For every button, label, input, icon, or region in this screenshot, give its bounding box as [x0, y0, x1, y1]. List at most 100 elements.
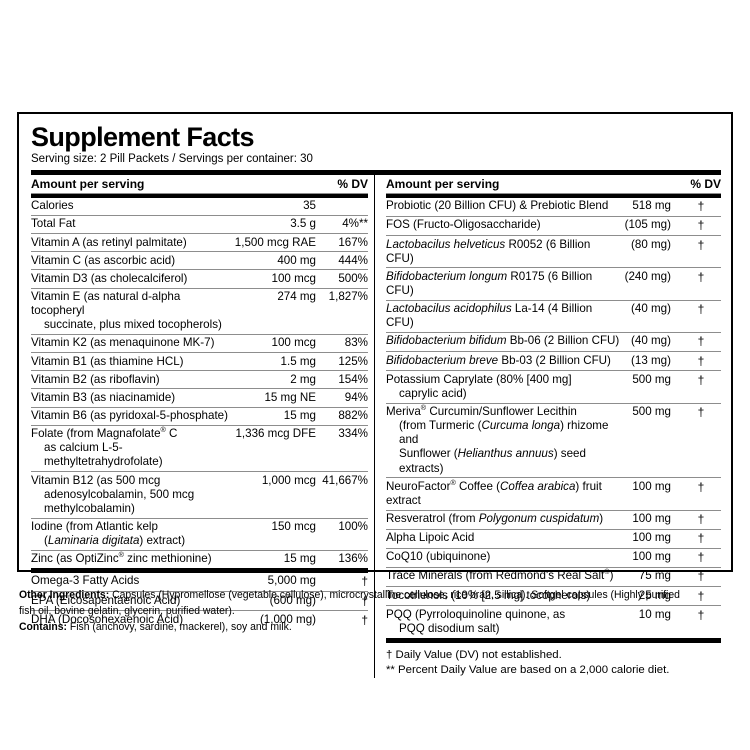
footnote-line: ** Percent Daily Value are based on a 2,… [386, 663, 670, 676]
row-daily-value: † [671, 300, 721, 333]
contains-paragraph: Contains: Fish (anchovy, sardine, macker… [19, 620, 685, 636]
row-daily-value: † [671, 197, 721, 217]
table-row: Vitamin B3 (as niacinamide) 15 mg NE 94% [31, 388, 368, 408]
other-ingredients-label: Other Ingredients: [19, 589, 110, 601]
row-daily-value: † [671, 548, 721, 568]
row-daily-value: † [316, 591, 368, 612]
row-name: Vitamin D3 (as cholecalciferol) [31, 269, 235, 289]
row-daily-value: 1,827% [316, 288, 368, 335]
table-row: Trace Minerals (from Redmond's Real Salt… [386, 567, 721, 588]
row-daily-value [316, 197, 368, 216]
table-row: Vitamin D3 (as cholecalciferol) 100 mcg 50… [31, 269, 368, 289]
row-amount: 10 mg [638, 607, 671, 621]
row-daily-value: 83% [316, 334, 368, 354]
table-row: PQQ (Pyrroloquinoline quinone, as PQQ dis… [386, 606, 721, 638]
omega-table: Omega-3 Fatty Acids 5,000 mg † EPA (Eicosap… [31, 572, 368, 629]
contains-label: Contains: [19, 620, 67, 633]
row-amount: 400 mg [234, 251, 316, 271]
row-amount: (40 mg) [620, 332, 671, 353]
row-daily-value: 4%** [316, 215, 368, 235]
table-row: Lactobacilus helveticus R0052 (6 Billion… [386, 235, 721, 269]
page-title: Supplement Facts [31, 122, 255, 152]
row-amount: 35 [234, 197, 316, 216]
bottom-text-block: Other Ingredients: Capsules (Hypromellos… [19, 588, 685, 636]
table-row: Omega-3 Fatty Acids 5,000 mg † [31, 572, 368, 593]
row-name: Alpha Lipoic Acid [386, 529, 621, 549]
row-name: CoQ10 (ubiquinone) [386, 548, 621, 568]
left-header-table: Amount per serving % DV [31, 175, 368, 194]
row-name: Calories [31, 197, 235, 216]
table-row: FOS (Fructo-Oligosaccharide) (105 mg) † [386, 216, 721, 237]
row-name: Probiotic (20 Billion CFU) & Prebiotic B… [386, 197, 621, 217]
row-name: NeuroFactor® Coffee (Coffea arabica) fru… [386, 477, 621, 511]
table-row: Bifidobacterium bifidum Bb-06 (2 Billion… [386, 332, 721, 353]
row-daily-value: † [671, 351, 721, 372]
row-amount: 1,336 mcg DFE [234, 425, 316, 473]
row-daily-value: † [316, 572, 368, 593]
right-header-divider [386, 193, 721, 198]
row-name: Meriva® Curcumin/Sunflower Lecithin (from… [386, 403, 621, 479]
right-column: Amount per serving % DV Probiotic (20 Bi… [374, 175, 721, 679]
title-divider [31, 170, 721, 176]
row-daily-value: † [671, 235, 721, 269]
row-daily-value: † [671, 529, 721, 549]
right-nutrient-table: Probiotic (20 Billion CFU) & Prebiotic B… [386, 197, 721, 638]
row-name: EPA (Eicosapentaenoic Acid) [31, 591, 240, 612]
row-amount: 100 mg [620, 510, 671, 530]
row-daily-value: 167% [316, 233, 368, 253]
row-name: Vitamin A (as retinyl palmitate) [31, 233, 235, 253]
row-name: Vitamin E (as natural d-alpha tocopheryl… [31, 288, 235, 335]
row-amount: 75 mg [620, 567, 671, 588]
table-header-row: Amount per serving % DV [386, 175, 721, 194]
row-amount: (1,000 mg) [259, 612, 316, 626]
row-amount: 274 mg [234, 288, 316, 335]
table-row: Bifidobacterium longum R0175 (6 Billion … [386, 267, 721, 301]
row-amount: (13 mg) [620, 351, 671, 372]
table-row: Vitamin B12 (as 500 mcg adenosylcobalamin… [31, 471, 368, 519]
row-name: DHA (Docosohexaenoic Acid) [31, 612, 184, 626]
table-row: Tocotrienols (10% [2.5 mg] tocopherols) 2… [386, 586, 721, 607]
header-amount-per-serving: Amount per serving [386, 175, 671, 194]
table-row: Vitamin B1 (as thiamine HCL) 1.5 mg 125% [31, 352, 368, 372]
row-name: Bifidobacterium breve Bb-03 (2 Billion C… [386, 351, 621, 372]
row-amount: 1,000 mcg [234, 471, 316, 519]
row-daily-value: † [671, 403, 721, 479]
row-name: Vitamin B2 (as riboflavin) [31, 370, 235, 390]
row-daily-value: † [671, 216, 721, 237]
row-name: Lactobacilus acidophilus La-14 (4 Billio… [386, 300, 621, 333]
row-daily-value: 154% [316, 370, 368, 390]
row-name: Omega-3 Fatty Acids [31, 572, 240, 593]
row-daily-value: † [671, 586, 721, 607]
table-row: Zinc (as OptiZinc® zinc methionine) 15 mg… [31, 550, 368, 568]
table-row: Meriva® Curcumin/Sunflower Lecithin (from… [386, 403, 721, 479]
table-row: Calories 35 [31, 197, 368, 216]
row-daily-value: † [671, 370, 721, 404]
row-daily-value: 41,667% [316, 471, 368, 519]
row-name: Bifidobacterium bifidum Bb-06 (2 Billion… [386, 332, 621, 353]
row-amount: 150 mcg [234, 518, 316, 551]
table-row: Vitamin K2 (as menaquinone MK-7) 100 mcg 8… [31, 334, 368, 354]
row-amount: 25 mg [620, 586, 671, 607]
row-name: PQQ (Pyrroloquinoline quinone, as PQQ dis… [386, 607, 566, 635]
row-amount: (240 mg) [620, 267, 671, 301]
row-amount: 1,500 mcg RAE [234, 233, 316, 253]
row-amount: 5,000 mg [239, 572, 316, 593]
footnote-line: † Daily Value (DV) not established. [386, 648, 562, 661]
row-name: Bifidobacterium longum R0175 (6 Billion … [386, 267, 621, 301]
table-row: EPA (Eicosapentaenoic Acid) (600 mg) † [31, 591, 368, 612]
row-daily-value: 94% [316, 388, 368, 408]
left-column: Amount per serving % DV Calories 35 Total … [31, 175, 374, 678]
row-name: FOS (Fructo-Oligosaccharide) [386, 216, 621, 237]
facts-columns: Amount per serving % DV Calories 35 Total … [31, 175, 721, 679]
table-row: Alpha Lipoic Acid 100 mg † [386, 529, 721, 549]
row-daily-value: 125% [316, 352, 368, 372]
table-row: Potassium Caprylate (80% [400 mg] capryli… [386, 370, 721, 404]
row-amount: 100 mcg [234, 334, 316, 354]
row-amount: 100 mcg [234, 269, 316, 289]
table-row: Vitamin E (as natural d-alpha tocopheryl… [31, 288, 368, 335]
table-row: Bifidobacterium breve Bb-03 (2 Billion C… [386, 351, 721, 372]
row-daily-value: † [361, 612, 368, 627]
row-amount: 3.5 g [234, 215, 316, 235]
